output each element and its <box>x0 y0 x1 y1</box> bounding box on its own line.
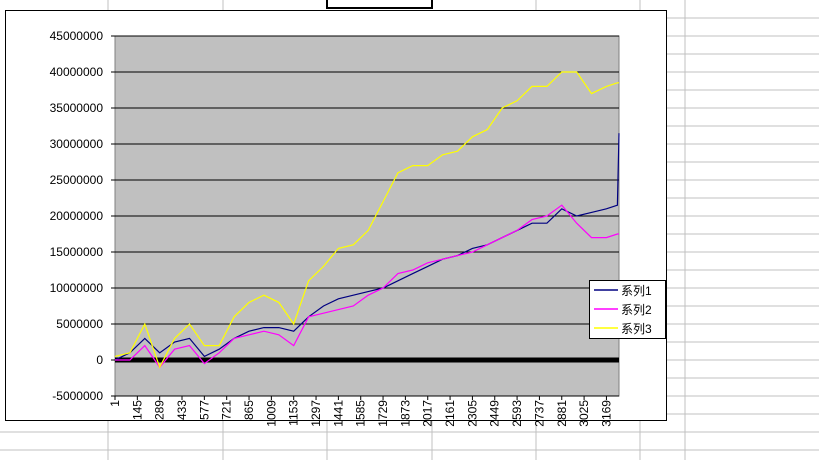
x-tick-label: 1153 <box>287 400 301 426</box>
x-tick-label: 865 <box>242 400 256 420</box>
x-tick-label: 433 <box>175 400 189 420</box>
labels: -5000000 0 5000000 10000000 15000000 20000000… <box>50 29 614 427</box>
selected-cell <box>326 0 433 9</box>
x-tick-label: 2449 <box>488 400 502 427</box>
x-tick-label: 1729 <box>376 400 390 427</box>
x-tick-label: 1 <box>108 400 122 407</box>
legend-label: 系列3 <box>621 322 652 336</box>
y-tick-label: 30000000 <box>50 137 104 151</box>
series-line <box>115 204 619 369</box>
y-tick-label: 15000000 <box>50 245 104 259</box>
x-tick-label: 1441 <box>331 400 345 427</box>
x-tick-label: 3169 <box>599 400 613 427</box>
x-tick-label: 289 <box>153 400 167 420</box>
lines <box>114 71 620 369</box>
y-tick-label: 35000000 <box>50 101 104 115</box>
x-tick-label: 1297 <box>309 400 323 427</box>
x-tick-label: 2305 <box>465 400 479 427</box>
y-tick-label: 40000000 <box>50 65 104 79</box>
x-tick-label: 1585 <box>354 400 368 427</box>
x-tick-label: 2593 <box>510 400 524 427</box>
x-tick-label: 3025 <box>577 400 591 427</box>
x-tick-label: 2737 <box>532 400 546 427</box>
legend-label: 系列2 <box>621 303 652 317</box>
series-line <box>114 71 619 369</box>
x-tick-label: 2881 <box>555 400 569 427</box>
x-tick-label: 2017 <box>421 400 435 427</box>
x-tick-label: 1873 <box>398 400 412 427</box>
legend-items: 系列1 系列2 系列3 <box>594 284 652 336</box>
legend-label: 系列1 <box>621 284 652 298</box>
x-tick-label: 145 <box>130 400 144 420</box>
y-tick-label: 0 <box>96 353 103 367</box>
x-tick-label: 2161 <box>443 400 457 427</box>
x-tick-label: 1009 <box>264 400 278 427</box>
y-tick-label: 45000000 <box>50 29 104 43</box>
y-tick-label: 25000000 <box>50 173 104 187</box>
y-tick-label: 5000000 <box>56 317 103 331</box>
x-tick-label: 577 <box>197 400 211 420</box>
x-tick-label: 721 <box>220 400 234 420</box>
series-line <box>114 133 620 361</box>
y-tick-label: 20000000 <box>50 209 104 223</box>
y-tick-label: -5000000 <box>52 389 103 403</box>
y-tick-label: 10000000 <box>50 281 104 295</box>
grid <box>115 35 619 397</box>
